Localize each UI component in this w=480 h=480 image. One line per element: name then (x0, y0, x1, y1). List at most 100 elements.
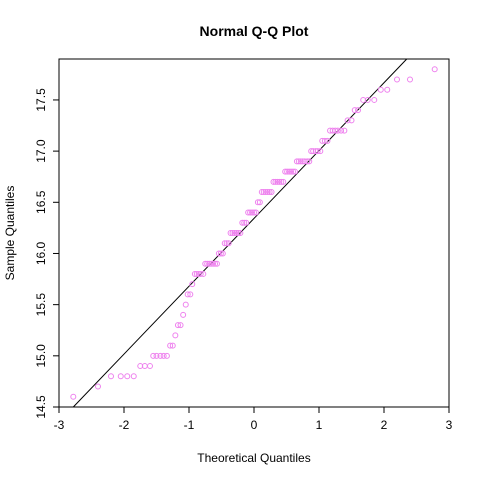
data-point (219, 250, 226, 257)
data-point (117, 373, 124, 380)
data-point (206, 260, 213, 267)
data-point (184, 291, 191, 298)
data-point (344, 117, 351, 124)
data-point (280, 178, 287, 185)
data-point (124, 373, 131, 380)
data-point (160, 352, 167, 359)
data-point (274, 178, 281, 185)
data-point (288, 168, 295, 175)
data-point (304, 158, 311, 165)
x-tick-label: 0 (251, 418, 258, 432)
data-point (297, 158, 304, 165)
data-point (204, 260, 211, 267)
data-point (237, 230, 244, 236)
data-point (351, 107, 358, 114)
data-point (295, 158, 302, 165)
y-tick-label: 17.5 (34, 88, 48, 112)
data-point (254, 199, 261, 206)
y-tick-label: 16.0 (34, 241, 48, 265)
data-point (317, 148, 324, 155)
data-point (324, 137, 331, 144)
data-point (163, 352, 170, 359)
data-point (266, 189, 273, 196)
data-point (355, 107, 361, 114)
data-point (225, 240, 232, 247)
data-point (276, 178, 283, 185)
points-layer (70, 66, 438, 400)
x-axis-label: Theoretical Quantiles (197, 451, 310, 465)
data-point (212, 260, 218, 267)
data-point (264, 189, 271, 196)
data-point (202, 260, 209, 267)
data-point (258, 189, 265, 196)
data-point (284, 168, 291, 175)
data-point (197, 270, 204, 277)
data-point (174, 322, 181, 329)
data-point (108, 373, 114, 380)
data-point (130, 373, 137, 380)
data-point (272, 178, 279, 185)
data-point (341, 127, 348, 134)
y-axis-label: Sample Quantiles (3, 186, 17, 281)
data-point (239, 219, 246, 226)
data-point (233, 230, 240, 236)
data-point (213, 260, 220, 267)
x-axis: -3 -2 -1 0 1 2 3 (54, 407, 453, 432)
data-point (169, 342, 176, 349)
data-point (167, 342, 174, 349)
data-point (260, 189, 267, 196)
data-point (193, 270, 200, 277)
data-point (208, 260, 215, 267)
data-point (377, 86, 384, 93)
data-point (407, 76, 413, 83)
data-point (241, 219, 248, 226)
x-tick-label: 3 (446, 418, 453, 432)
data-point (249, 209, 256, 216)
data-point (189, 281, 196, 288)
data-point (231, 230, 238, 236)
y-axis: 14.5 15.0 15.5 16.0 16.5 17.0 17.5 (34, 88, 59, 419)
y-tick-label: 15.0 (34, 344, 48, 368)
data-point (247, 209, 254, 216)
data-point (223, 240, 230, 247)
data-point (182, 301, 189, 308)
data-point (371, 96, 378, 103)
data-point (157, 352, 164, 359)
y-tick-label: 17.0 (34, 139, 48, 163)
data-point (290, 168, 296, 175)
data-point (256, 199, 263, 206)
y-tick-label: 15.5 (34, 293, 48, 317)
data-point (147, 363, 153, 370)
data-point (321, 137, 328, 144)
data-point (177, 322, 184, 329)
data-point (268, 189, 275, 196)
data-point (217, 250, 224, 257)
x-tick-label: -3 (54, 418, 65, 432)
x-tick-label: -2 (119, 418, 130, 432)
data-point (245, 209, 252, 216)
data-point (229, 230, 236, 236)
data-point (180, 311, 187, 318)
data-point (210, 260, 217, 267)
data-point (314, 148, 321, 155)
data-point (227, 230, 234, 236)
data-point (262, 189, 269, 196)
data-point (282, 168, 289, 175)
data-point (215, 250, 222, 257)
y-tick-label: 16.5 (34, 190, 48, 214)
data-point (200, 270, 207, 277)
data-point (153, 352, 160, 359)
data-point (95, 383, 101, 390)
data-point (243, 219, 250, 226)
data-point (364, 96, 371, 103)
data-point (394, 76, 400, 83)
x-tick-label: 2 (381, 418, 388, 432)
data-point (332, 127, 339, 134)
data-point (348, 117, 355, 124)
data-point (252, 209, 259, 216)
data-point (286, 168, 293, 175)
data-point (270, 178, 277, 185)
data-point (384, 86, 391, 93)
